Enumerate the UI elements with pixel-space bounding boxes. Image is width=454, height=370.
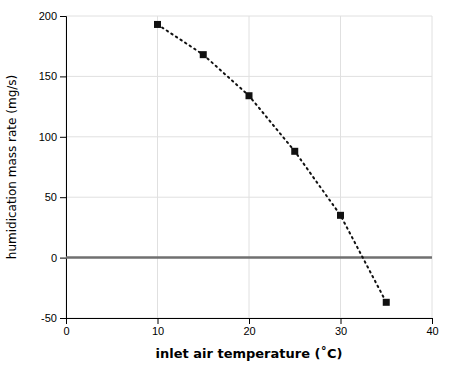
y-tick: 50 — [45, 191, 66, 203]
x-tick: 10 — [152, 318, 164, 337]
y-axis: -50 0 50 100 150 200 — [39, 10, 67, 324]
y-tick-label: 50 — [45, 191, 57, 203]
marker — [154, 21, 161, 28]
y-tick: 150 — [39, 70, 66, 82]
y-tick: 100 — [39, 131, 66, 143]
x-tick: 20 — [243, 318, 255, 337]
x-tick-mark — [341, 318, 342, 324]
x-tick-label: 40 — [426, 325, 438, 337]
x-grid-line — [432, 16, 433, 318]
data — [66, 21, 432, 306]
y-tick-mark — [60, 318, 66, 319]
x-tick-label: 10 — [152, 325, 164, 337]
x-tick-label: 30 — [335, 325, 347, 337]
x-grid-line — [249, 16, 250, 318]
y-grid-line — [66, 197, 432, 198]
x-tick-label: 20 — [243, 325, 255, 337]
x-grid-line — [340, 16, 341, 318]
y-axis-line — [60, 17, 67, 319]
y-tick: 0 — [51, 252, 66, 264]
y-tick-mark — [60, 258, 66, 259]
y-tick-mark — [60, 197, 66, 198]
y-tick-label: 100 — [39, 131, 57, 143]
x-tick: 0 — [63, 318, 69, 337]
y-tick-mark — [60, 76, 66, 77]
y-tick: 200 — [39, 10, 66, 22]
y-grid-line — [66, 76, 432, 77]
x-tick-mark — [432, 318, 433, 324]
y-grid-line — [66, 257, 432, 258]
chart: 0 10 20 30 40 -50 0 50 100 150 200 inlet air temper… — [0, 0, 454, 370]
y-tick-mark — [60, 137, 66, 138]
y-tick-label: 200 — [39, 10, 57, 22]
marker — [383, 299, 390, 306]
marker — [200, 51, 207, 58]
x-tick-mark — [158, 318, 159, 324]
y-grid-line — [66, 16, 432, 17]
y-axis-title: humidication mass rate (mg/s) — [5, 75, 19, 259]
x-axis-title: inlet air temperature (˚C) — [156, 346, 343, 361]
x-grid-line — [157, 16, 158, 318]
marker — [291, 148, 298, 155]
x-tick: 30 — [335, 318, 347, 337]
reference-line — [66, 256, 432, 259]
y-tick-label: 150 — [39, 70, 57, 82]
y-tick-label: -50 — [41, 312, 57, 324]
x-axis: 0 10 20 30 40 — [63, 318, 438, 337]
x-tick-label: 0 — [63, 325, 69, 337]
plot: 0 10 20 30 40 -50 0 50 100 150 200 — [39, 10, 439, 337]
x-tick: 40 — [426, 318, 438, 337]
y-tick: -50 — [41, 312, 66, 324]
x-tick-mark — [249, 318, 250, 324]
marker — [337, 212, 344, 219]
y-tick-mark — [60, 16, 66, 17]
line — [158, 24, 387, 302]
x-axis-line — [67, 319, 433, 325]
y-tick-label: 0 — [51, 252, 57, 264]
marker — [246, 92, 253, 99]
y-grid-line — [66, 136, 432, 137]
grid — [66, 16, 432, 318]
